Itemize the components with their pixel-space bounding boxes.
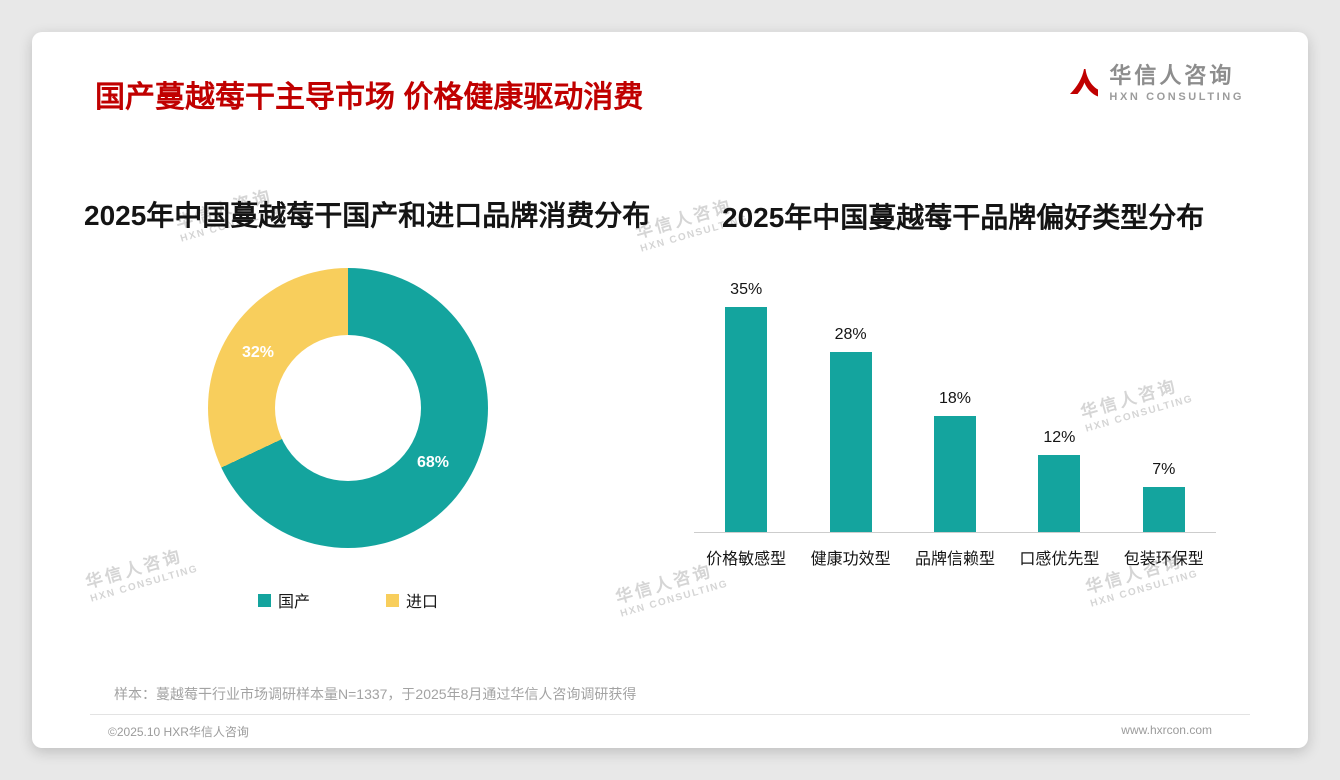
bar-value-label: 18% [938,390,971,407]
sample-note: 样本：蔓越莓干行业市场调研样本量N=1337，于2025年8月通过华信人咨询调研… [114,686,637,702]
donut-legend: 国产 进口 [158,588,538,612]
bar-column: 12% 口感优先型 [1008,272,1110,568]
bar [933,416,976,532]
bar-column: 18% 品牌信赖型 [904,272,1006,568]
legend-swatch [257,593,271,607]
bar-chart-title: 2025年中国蔓越莓干品牌偏好类型分布 [722,202,1205,233]
bar-value-label: 12% [1043,429,1076,446]
bar-category-label: 价格敏感型 [706,551,787,568]
legend-item: 进口 [386,588,438,612]
logo-name-cn: 华信人咨询 [1109,63,1235,88]
bar-column: 28% 健康功效型 [800,272,902,568]
bar-category-label: 品牌信赖型 [914,551,995,568]
bar [725,307,768,532]
legend-item: 国产 [257,588,310,612]
bar-chart: 35% 价格敏感型 28% 健康功效型 18% 品牌信赖型 12% 口感优先型 7% 包装环保型 [694,272,1216,568]
logo-name-en: HXN CONSULTING [1109,91,1244,104]
bar [1038,455,1081,532]
bar-column: 7% 包装环保型 [1113,272,1215,568]
bar [1142,487,1185,532]
slide-content: 国产蔓越莓干主导市场 价格健康驱动消费 华信人咨询 HXN CONSULTING… [32,32,1308,748]
bar-category-label: 健康功效型 [810,551,891,568]
bar-value-label: 7% [1152,461,1176,478]
donut-hole [275,335,421,481]
page-title: 国产蔓越莓干主导市场 价格健康驱动消费 [95,81,644,114]
logo-text: 华信人咨询 HXN CONSULTING [1109,63,1244,104]
logo-icon [1070,68,1099,97]
legend-label: 进口 [406,594,439,611]
donut-chart: 32% 68% [208,268,488,548]
legend-label: 国产 [277,594,310,611]
slide-card: 国产蔓越莓干主导市场 价格健康驱动消费 华信人咨询 HXN CONSULTING… [32,32,1308,748]
bar-value-label: 28% [834,326,867,343]
bar-value-label: 35% [730,281,763,298]
logo: 华信人咨询 HXN CONSULTING [1068,63,1244,104]
footer-website: www.hxrcon.com [1121,723,1212,737]
bar-column: 35% 价格敏感型 [695,272,797,568]
donut-chart-title: 2025年中国蔓越莓干国产和进口品牌消费分布 [84,200,651,231]
bar-category-label: 口感优先型 [1019,551,1100,568]
bar [829,352,872,532]
legend-swatch [386,593,399,607]
footer-divider [90,714,1250,715]
donut-label-import: 32% [242,344,275,361]
donut-label-domestic: 68% [417,454,450,471]
footer-copyright: ©2025.10 HXR华信人咨询 [108,725,249,739]
bar-category-label: 包装环保型 [1123,551,1204,568]
